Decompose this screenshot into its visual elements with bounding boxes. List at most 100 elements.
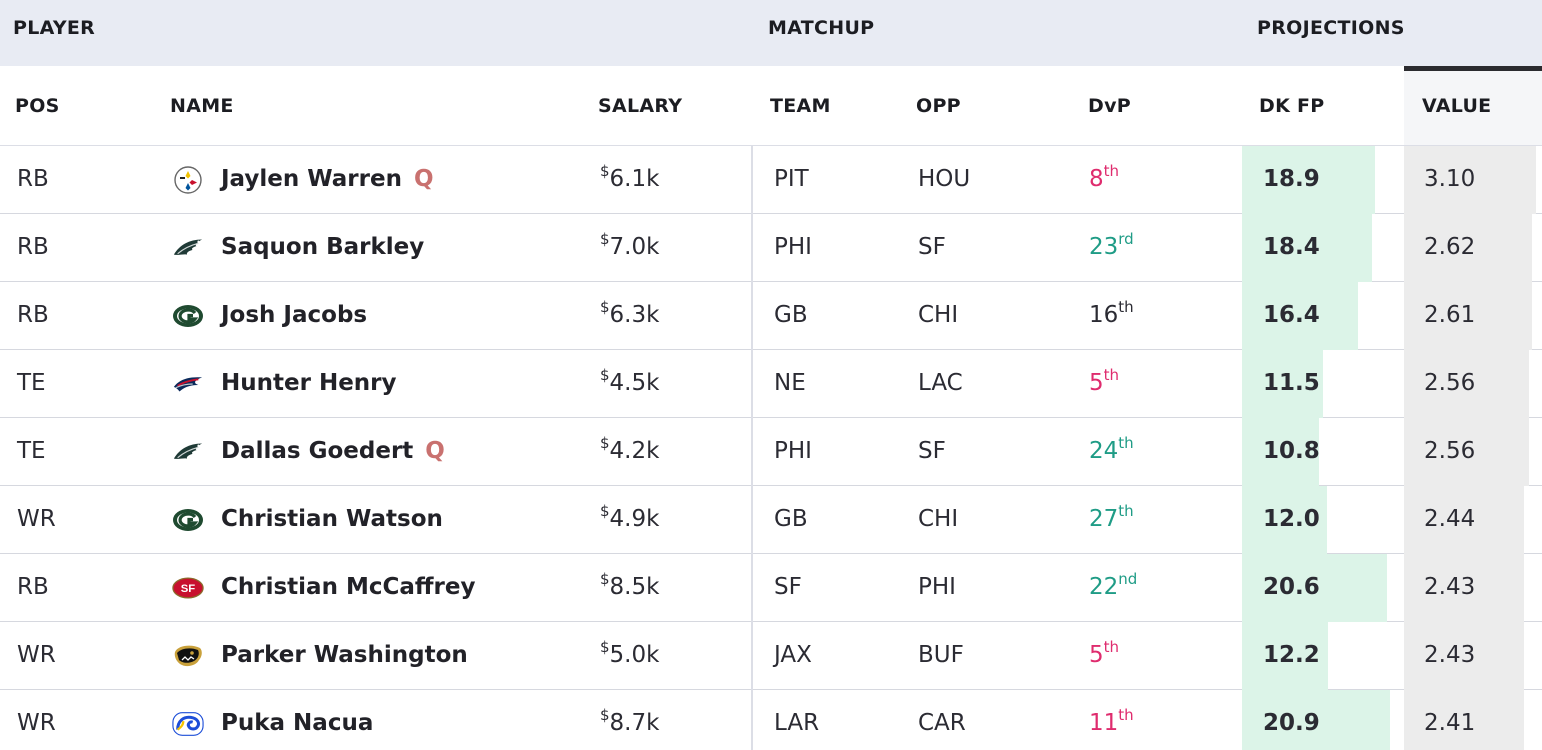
player-name-cell[interactable]: Dallas Goedert Q <box>221 438 445 464</box>
dvp-rank: 22nd <box>1089 570 1137 600</box>
value-bar <box>1404 622 1524 690</box>
salary-value: 4.5k <box>609 370 660 396</box>
value-score: 2.61 <box>1424 302 1476 328</box>
player-position: WR <box>17 710 56 736</box>
col-header-dk-fp[interactable]: DK FP <box>1259 95 1325 117</box>
player-name[interactable]: Christian Watson <box>221 506 443 532</box>
player-name[interactable]: Christian McCaffrey <box>221 574 476 600</box>
player-name-cell[interactable]: Hunter Henry <box>221 370 397 396</box>
team-abbr: GB <box>774 302 808 328</box>
salary-cell: $8.5k <box>600 570 660 600</box>
dk-fp-projection: 10.8 <box>1263 438 1320 464</box>
value-bar <box>1404 282 1532 350</box>
dk-fp-projection: 18.4 <box>1263 234 1320 260</box>
player-position: WR <box>17 506 56 532</box>
player-name[interactable]: Jaylen Warren <box>221 166 402 192</box>
player-name[interactable]: Josh Jacobs <box>221 302 368 328</box>
table-row[interactable]: RB Josh Jacobs $6.3k GB CHI 16th 16.4 2.61 <box>0 282 1542 350</box>
group-header-projections: PROJECTIONS <box>1257 17 1405 39</box>
team-abbr: PHI <box>774 234 812 260</box>
player-name-cell[interactable]: Puka Nacua <box>221 710 373 736</box>
dk-fp-bar <box>1242 554 1387 622</box>
value-score: 2.62 <box>1424 234 1476 260</box>
dk-fp-projection: 11.5 <box>1263 370 1320 396</box>
value-bar <box>1404 214 1532 282</box>
col-header-name[interactable]: NAME <box>170 95 234 117</box>
svg-text:SF: SF <box>181 583 196 595</box>
player-name[interactable]: Puka Nacua <box>221 710 374 736</box>
salary-cell: $7.0k <box>600 230 659 260</box>
salary-value: 8.5k <box>609 574 660 600</box>
col-header-salary[interactable]: SALARY <box>598 95 683 117</box>
value-score: 2.56 <box>1424 438 1476 464</box>
player-table-body: RB Jaylen Warren Q $6.1k PIT HOU 8th 18.9 3.10 RB… <box>0 146 1542 750</box>
table-row[interactable]: WR Puka Nacua $8.7k LAR CAR 11th 20.9 2.41 <box>0 690 1542 750</box>
col-header-value[interactable]: VALUE <box>1422 95 1492 117</box>
player-name[interactable]: Dallas Goedert <box>221 438 414 464</box>
col-header-pos[interactable]: POS <box>15 95 60 117</box>
player-name[interactable]: Parker Washington <box>221 642 468 668</box>
packers-logo-icon <box>172 505 204 535</box>
dk-fp-projection: 12.0 <box>1263 506 1320 532</box>
table-row[interactable]: TE Hunter Henry $4.5k NE LAC 5th 11.5 2.56 <box>0 350 1542 418</box>
dk-fp-bar <box>1242 418 1319 486</box>
player-position: TE <box>17 438 46 464</box>
player-name[interactable]: Saquon Barkley <box>221 234 425 260</box>
questionable-status-badge: Q <box>425 438 445 464</box>
player-name-cell[interactable]: Christian McCaffrey <box>221 574 475 600</box>
packers-logo-icon <box>172 301 204 331</box>
player-name[interactable]: Hunter Henry <box>221 370 397 396</box>
value-bar <box>1404 554 1524 622</box>
49ers-logo-icon: SF <box>172 573 204 603</box>
team-abbr: GB <box>774 506 808 532</box>
dk-fp-projection: 20.6 <box>1263 574 1320 600</box>
player-position: RB <box>17 166 49 192</box>
team-abbr: NE <box>774 370 806 396</box>
col-header-dvp[interactable]: DvP <box>1088 95 1131 117</box>
salary-value: 8.7k <box>609 710 660 736</box>
steelers-logo-icon <box>172 165 204 195</box>
player-name-cell[interactable]: Josh Jacobs <box>221 302 367 328</box>
salary-cell: $5.0k <box>600 638 660 668</box>
table-row[interactable]: TE Dallas Goedert Q $4.2k PHI SF 24th 10.8 2.56 <box>0 418 1542 486</box>
table-row[interactable]: RB Jaylen Warren Q $6.1k PIT HOU 8th 18.9 3.10 <box>0 146 1542 214</box>
col-header-team[interactable]: TEAM <box>770 95 831 117</box>
table-row[interactable]: RB Saquon Barkley $7.0k PHI SF 23rd 18.4 2.62 <box>0 214 1542 282</box>
player-position: RB <box>17 574 49 600</box>
column-header-row: POS NAME SALARY TEAM OPP DvP DK FP VALUE <box>0 66 1542 146</box>
dvp-rank-number: 24 <box>1089 438 1119 464</box>
currency-symbol: $ <box>600 162 610 180</box>
patriots-logo-icon <box>172 369 204 399</box>
table-row[interactable]: WR Christian Watson $4.9k GB CHI 27th 12.0 2.44 <box>0 486 1542 554</box>
currency-symbol: $ <box>600 230 610 248</box>
salary-value: 4.9k <box>609 506 660 532</box>
team-abbr: SF <box>774 574 802 600</box>
dvp-rank: 16th <box>1089 298 1134 328</box>
value-score: 2.43 <box>1424 574 1476 600</box>
jaguars-logo-icon <box>172 641 204 671</box>
dvp-rank: 8th <box>1089 162 1119 192</box>
table-row[interactable]: WR Parker Washington $5.0k JAX BUF 5th 12.2 2.4… <box>0 622 1542 690</box>
salary-value: 5.0k <box>609 642 660 668</box>
active-sort-indicator <box>1404 66 1542 71</box>
player-name-cell[interactable]: Saquon Barkley <box>221 234 424 260</box>
col-header-opp[interactable]: OPP <box>916 95 961 117</box>
value-score: 3.10 <box>1424 166 1476 192</box>
salary-cell: $4.9k <box>600 502 660 532</box>
player-name-cell[interactable]: Christian Watson <box>221 506 443 532</box>
dk-fp-bar <box>1242 282 1358 350</box>
salary-cell: $6.3k <box>600 298 659 328</box>
team-abbr: PHI <box>774 438 812 464</box>
dvp-rank-number: 11 <box>1089 710 1119 736</box>
dk-fp-bar <box>1242 350 1323 418</box>
player-position: RB <box>17 302 49 328</box>
table-row[interactable]: RB SF Christian McCaffrey $8.5k SF PHI 22nd 20.… <box>0 554 1542 622</box>
player-name-cell[interactable]: Jaylen Warren Q <box>221 166 434 192</box>
opponent-abbr: CAR <box>918 710 966 736</box>
player-name-cell[interactable]: Parker Washington <box>221 642 468 668</box>
player-position: TE <box>17 370 46 396</box>
currency-symbol: $ <box>600 366 610 384</box>
salary-cell: $6.1k <box>600 162 659 192</box>
dvp-rank-suffix: th <box>1118 298 1134 316</box>
dvp-rank-number: 8 <box>1089 166 1104 192</box>
